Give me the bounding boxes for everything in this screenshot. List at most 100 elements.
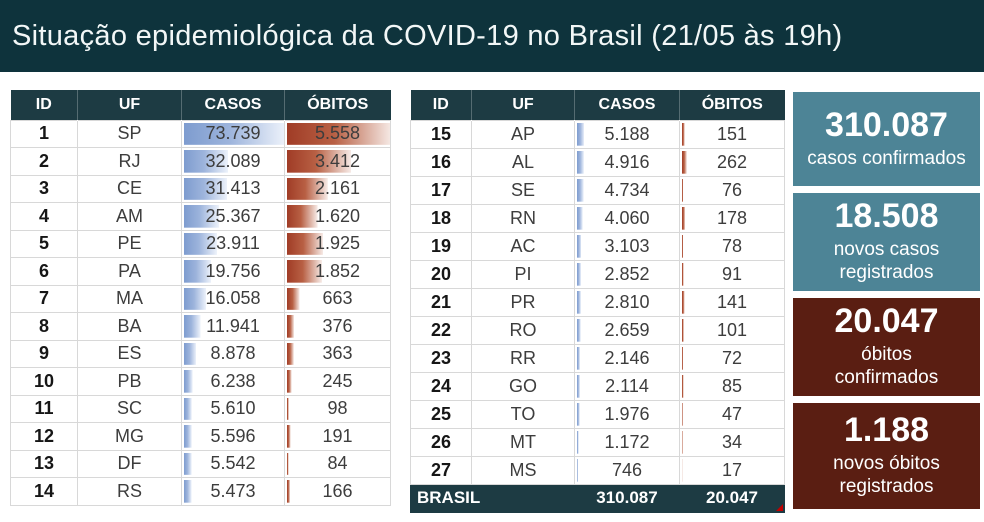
id-cell: 17 <box>410 175 472 205</box>
table-row: 12 MG 5.596 191 <box>10 422 391 451</box>
table-row: 9 ES 8.878 363 <box>10 339 391 368</box>
uf-cell: RS <box>77 477 182 506</box>
id-cell: 24 <box>410 371 472 401</box>
id-cell: 22 <box>410 315 472 345</box>
total-label: BRASIL <box>410 483 575 513</box>
casos-databar-cell: 5.188 <box>574 119 680 149</box>
casos-databar-cell: 11.941 <box>181 312 285 341</box>
casos-databar-cell: 32.089 <box>181 147 285 176</box>
table-row: 4 AM 25.367 1.620 <box>10 202 391 231</box>
column-header-id: ID <box>10 90 78 120</box>
column-header-casos: CASOS <box>574 90 680 120</box>
casos-databar-cell: 2.146 <box>574 343 680 373</box>
casos-databar-cell: 5.596 <box>181 422 285 451</box>
obitos-databar-cell: 101 <box>679 315 785 345</box>
id-cell: 18 <box>410 203 472 233</box>
id-cell: 27 <box>410 455 472 485</box>
column-header-uf: UF <box>471 90 575 120</box>
casos-databar-cell: 2.852 <box>574 259 680 289</box>
casos-databar-cell: 23.911 <box>181 229 285 258</box>
uf-cell: AC <box>471 231 575 261</box>
title-bar: Situação epidemiológica da COVID-19 no B… <box>0 0 984 72</box>
table-row: 8 BA 11.941 376 <box>10 312 391 341</box>
uf-cell: AL <box>471 147 575 177</box>
casos-databar-cell: 2.659 <box>574 315 680 345</box>
casos-databar-cell: 73.739 <box>181 119 285 148</box>
uf-cell: MS <box>471 455 575 485</box>
obitos-databar-cell: 3.412 <box>284 147 391 176</box>
table-row: 20 PI 2.852 91 <box>410 259 785 289</box>
obitos-databar-cell: 663 <box>284 284 391 313</box>
table-row: 17 SE 4.734 76 <box>410 175 785 205</box>
page-title: Situação epidemiológica da COVID-19 no B… <box>12 19 843 52</box>
id-cell: 3 <box>10 174 78 203</box>
obitos-databar-cell: 178 <box>679 203 785 233</box>
card-label: novos casos registrados <box>833 239 940 284</box>
obitos-databar-cell: 1.620 <box>284 202 391 231</box>
table-row: 1 SP 73.739 5.558 <box>10 119 391 148</box>
id-cell: 21 <box>410 287 472 317</box>
casos-databar-cell: 19.756 <box>181 257 285 286</box>
brasil-total-row: BRASIL 310.087 20.047 <box>410 483 785 513</box>
casos-databar-cell: 4.916 <box>574 147 680 177</box>
table-row: 14 RS 5.473 166 <box>10 477 391 506</box>
casos-databar-cell: 8.878 <box>181 339 285 368</box>
uf-cell: RJ <box>77 147 182 176</box>
uf-cell: MG <box>77 422 182 451</box>
obitos-databar-cell: 151 <box>679 119 785 149</box>
card-value: 310.087 <box>825 106 948 145</box>
confirmed-deaths-card: 20.047 óbitos confirmados <box>793 298 980 396</box>
table-row: 6 PA 19.756 1.852 <box>10 257 391 286</box>
uf-cell: CE <box>77 174 182 203</box>
obitos-databar-cell: 34 <box>679 427 785 457</box>
obitos-databar-cell: 85 <box>679 371 785 401</box>
obitos-databar-cell: 98 <box>284 394 391 423</box>
obitos-databar-cell: 84 <box>284 449 391 478</box>
table-row: 24 GO 2.114 85 <box>410 371 785 401</box>
id-cell: 1 <box>10 119 78 148</box>
table-row: 26 MT 1.172 34 <box>410 427 785 457</box>
obitos-databar-cell: 376 <box>284 312 391 341</box>
uf-cell: AP <box>471 119 575 149</box>
table-row: 7 MA 16.058 663 <box>10 284 391 313</box>
casos-databar-cell: 746 <box>574 455 680 485</box>
total-casos-cell: 310.087 <box>574 483 680 513</box>
obitos-databar-cell: 78 <box>679 231 785 261</box>
obitos-databar-cell: 91 <box>679 259 785 289</box>
comment-marker-icon <box>776 503 783 511</box>
card-value: 1.188 <box>843 411 930 450</box>
table-row: 2 RJ 32.089 3.412 <box>10 147 391 176</box>
uf-cell: RR <box>471 343 575 373</box>
table-row: 16 AL 4.916 262 <box>410 147 785 177</box>
new-cases-card: 18.508 novos casos registrados <box>793 193 980 291</box>
casos-databar-cell: 5.542 <box>181 449 285 478</box>
obitos-databar-cell: 17 <box>679 455 785 485</box>
confirmed-cases-card: 310.087 casos confirmados <box>793 92 980 186</box>
id-cell: 23 <box>410 343 472 373</box>
uf-cell: AM <box>77 202 182 231</box>
uf-cell: PA <box>77 257 182 286</box>
id-cell: 4 <box>10 202 78 231</box>
obitos-databar-cell: 363 <box>284 339 391 368</box>
table-row: 19 AC 3.103 78 <box>410 231 785 261</box>
obitos-databar-cell: 245 <box>284 367 391 396</box>
column-header-uf: UF <box>77 90 182 120</box>
column-header-obitos: ÓBITOS <box>284 90 391 120</box>
id-cell: 15 <box>410 119 472 149</box>
column-header-obitos: ÓBITOS <box>679 90 785 120</box>
uf-cell: MA <box>77 284 182 313</box>
id-cell: 11 <box>10 394 78 423</box>
table-row: 10 PB 6.238 245 <box>10 367 391 396</box>
id-cell: 12 <box>10 422 78 451</box>
table-row: 23 RR 2.146 72 <box>410 343 785 373</box>
uf-cell: SP <box>77 119 182 148</box>
state-table-left: ID UF CASOS ÓBITOS 1 SP 73.739 5.558 2 RJ 32.089 3… <box>10 90 391 506</box>
obitos-databar-cell: 5.558 <box>284 119 391 148</box>
card-value: 20.047 <box>834 302 939 341</box>
id-cell: 19 <box>410 231 472 261</box>
casos-databar-cell: 25.367 <box>181 202 285 231</box>
state-table-right: ID UF CASOS ÓBITOS 15 AP 5.188 151 16 AL 4.916 262… <box>410 90 785 513</box>
uf-cell: DF <box>77 449 182 478</box>
uf-cell: PI <box>471 259 575 289</box>
obitos-databar-cell: 72 <box>679 343 785 373</box>
